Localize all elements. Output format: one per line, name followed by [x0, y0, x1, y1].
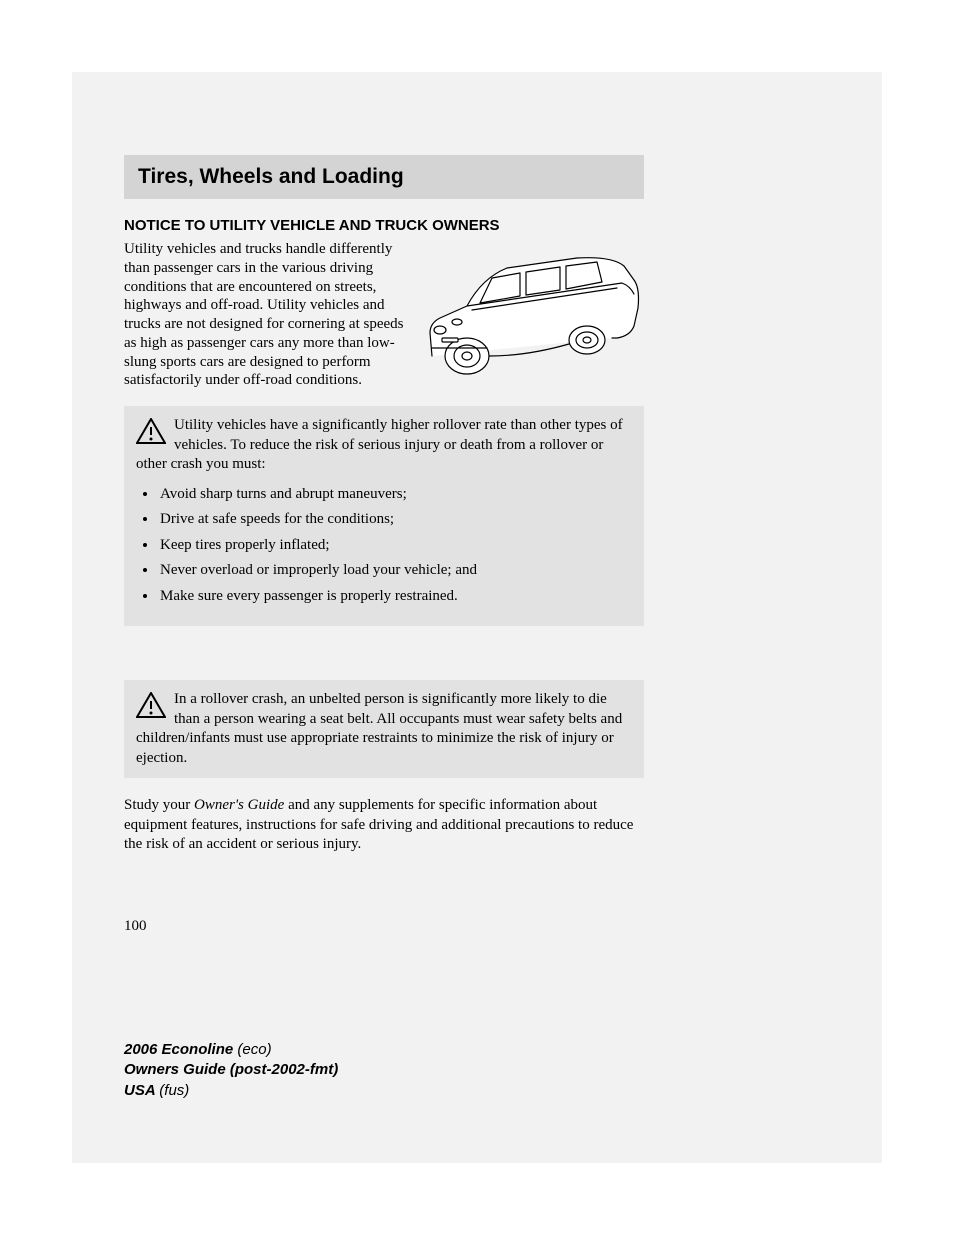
intro-paragraph: Utility vehicles and trucks handle diffe… — [124, 240, 404, 390]
footer-line-3: USA (fus) — [124, 1081, 338, 1101]
warning-bullet-list: Avoid sharp turns and abrupt maneuvers; … — [158, 485, 632, 607]
page-content: Tires, Wheels and Loading NOTICE TO UTIL… — [124, 155, 644, 855]
suv-illustration — [412, 238, 644, 388]
warning-box-rollover: Utility vehicles have a significantly hi… — [124, 406, 644, 626]
footer-region-code: (fus) — [159, 1082, 189, 1099]
study-paragraph: Study your Owner's Guide and any supplem… — [124, 796, 644, 855]
bullet-item: Make sure every passenger is properly re… — [158, 587, 632, 607]
notice-heading: NOTICE TO UTILITY VEHICLE AND TRUCK OWNE… — [124, 217, 644, 234]
bullet-item: Never overload or improperly load your v… — [158, 561, 632, 581]
bullet-item: Keep tires properly inflated; — [158, 536, 632, 556]
warning-box-seatbelt: In a rollover crash, an unbelted person … — [124, 680, 644, 778]
bullet-item: Avoid sharp turns and abrupt maneuvers; — [158, 485, 632, 505]
footer-region: USA — [124, 1082, 159, 1099]
footer-line-2: Owners Guide (post-2002-fmt) — [124, 1060, 338, 1080]
intro-block: Utility vehicles and trucks handle diffe… — [124, 240, 644, 390]
warning-triangle-icon — [136, 418, 166, 444]
footer-model: 2006 Econoline — [124, 1041, 237, 1058]
warning1-text: Utility vehicles have a significantly hi… — [136, 417, 623, 472]
study-prefix: Study your — [124, 797, 194, 813]
section-header-bar: Tires, Wheels and Loading — [124, 155, 644, 199]
warning2-text: In a rollover crash, an unbelted person … — [136, 691, 622, 766]
owners-guide-emphasis: Owner's Guide — [194, 797, 284, 813]
footer-line-1: 2006 Econoline (eco) — [124, 1040, 338, 1060]
footer-model-code: (eco) — [237, 1041, 271, 1058]
page-number: 100 — [124, 918, 147, 935]
warning-triangle-icon — [136, 692, 166, 718]
bullet-item: Drive at safe speeds for the conditions; — [158, 510, 632, 530]
section-title: Tires, Wheels and Loading — [138, 165, 404, 188]
footer-block: 2006 Econoline (eco) Owners Guide (post-… — [124, 1040, 338, 1101]
